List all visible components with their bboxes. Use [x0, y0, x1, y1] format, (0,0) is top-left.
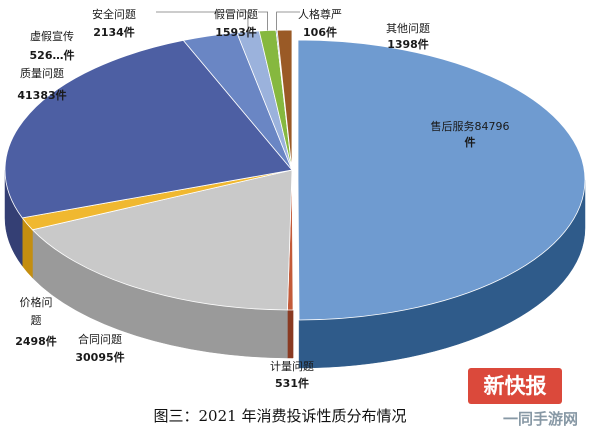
- label-value-其他问题: 1398件: [387, 37, 429, 51]
- label-name-虚假宣传: 虚假宣传: [30, 29, 74, 43]
- label-name-售后服务: 售后服务84796: [431, 119, 510, 133]
- label-name-其他问题: 其他问题: [386, 22, 430, 35]
- label-value-安全问题: 2134件: [93, 25, 135, 39]
- slice-合同问题: [31, 169, 293, 311]
- label-name-安全问题: 安全问题: [92, 7, 136, 21]
- watermark-logo: 新快报: [468, 368, 562, 404]
- label-name-人格尊严: 人格尊严: [298, 7, 342, 21]
- slice-售后服务: [297, 39, 586, 321]
- label-name-计量问题: 计量问题: [270, 360, 314, 373]
- label-value-售后服务: 件: [465, 135, 476, 149]
- watermark-site: 一同手游网: [503, 410, 579, 428]
- label-value-计量问题: 531件: [275, 376, 309, 390]
- label-name-合同问题: 合同问题: [78, 332, 122, 346]
- label-value-人格尊严: 106件: [303, 25, 337, 39]
- leader-安全问题: [156, 11, 249, 32]
- slice-其他问题: [276, 29, 293, 171]
- label-name-价格问题: 价格问: [20, 295, 53, 309]
- leader-假冒问题: [258, 11, 268, 31]
- label-name-假冒问题: 假冒问题: [214, 7, 258, 21]
- label-value-合同问题: 30095件: [75, 350, 124, 364]
- label-value-质量问题: 41383件: [17, 88, 66, 102]
- label-value-虚假宣传: 526…件: [30, 48, 75, 62]
- label-value-价格问题: 2498件: [15, 334, 57, 348]
- pie-slices: [4, 29, 586, 321]
- slice-side-计量问题: [287, 309, 294, 359]
- label-name-2-价格问题: 题: [31, 314, 42, 327]
- label-name-质量问题: 质量问题: [20, 67, 64, 80]
- label-value-假冒问题: 1593件: [215, 25, 257, 39]
- leader-lines: [156, 11, 300, 32]
- leader-人格尊严: [276, 11, 300, 31]
- chart-title: 图三：2021 年消费投诉性质分布情况: [153, 407, 407, 425]
